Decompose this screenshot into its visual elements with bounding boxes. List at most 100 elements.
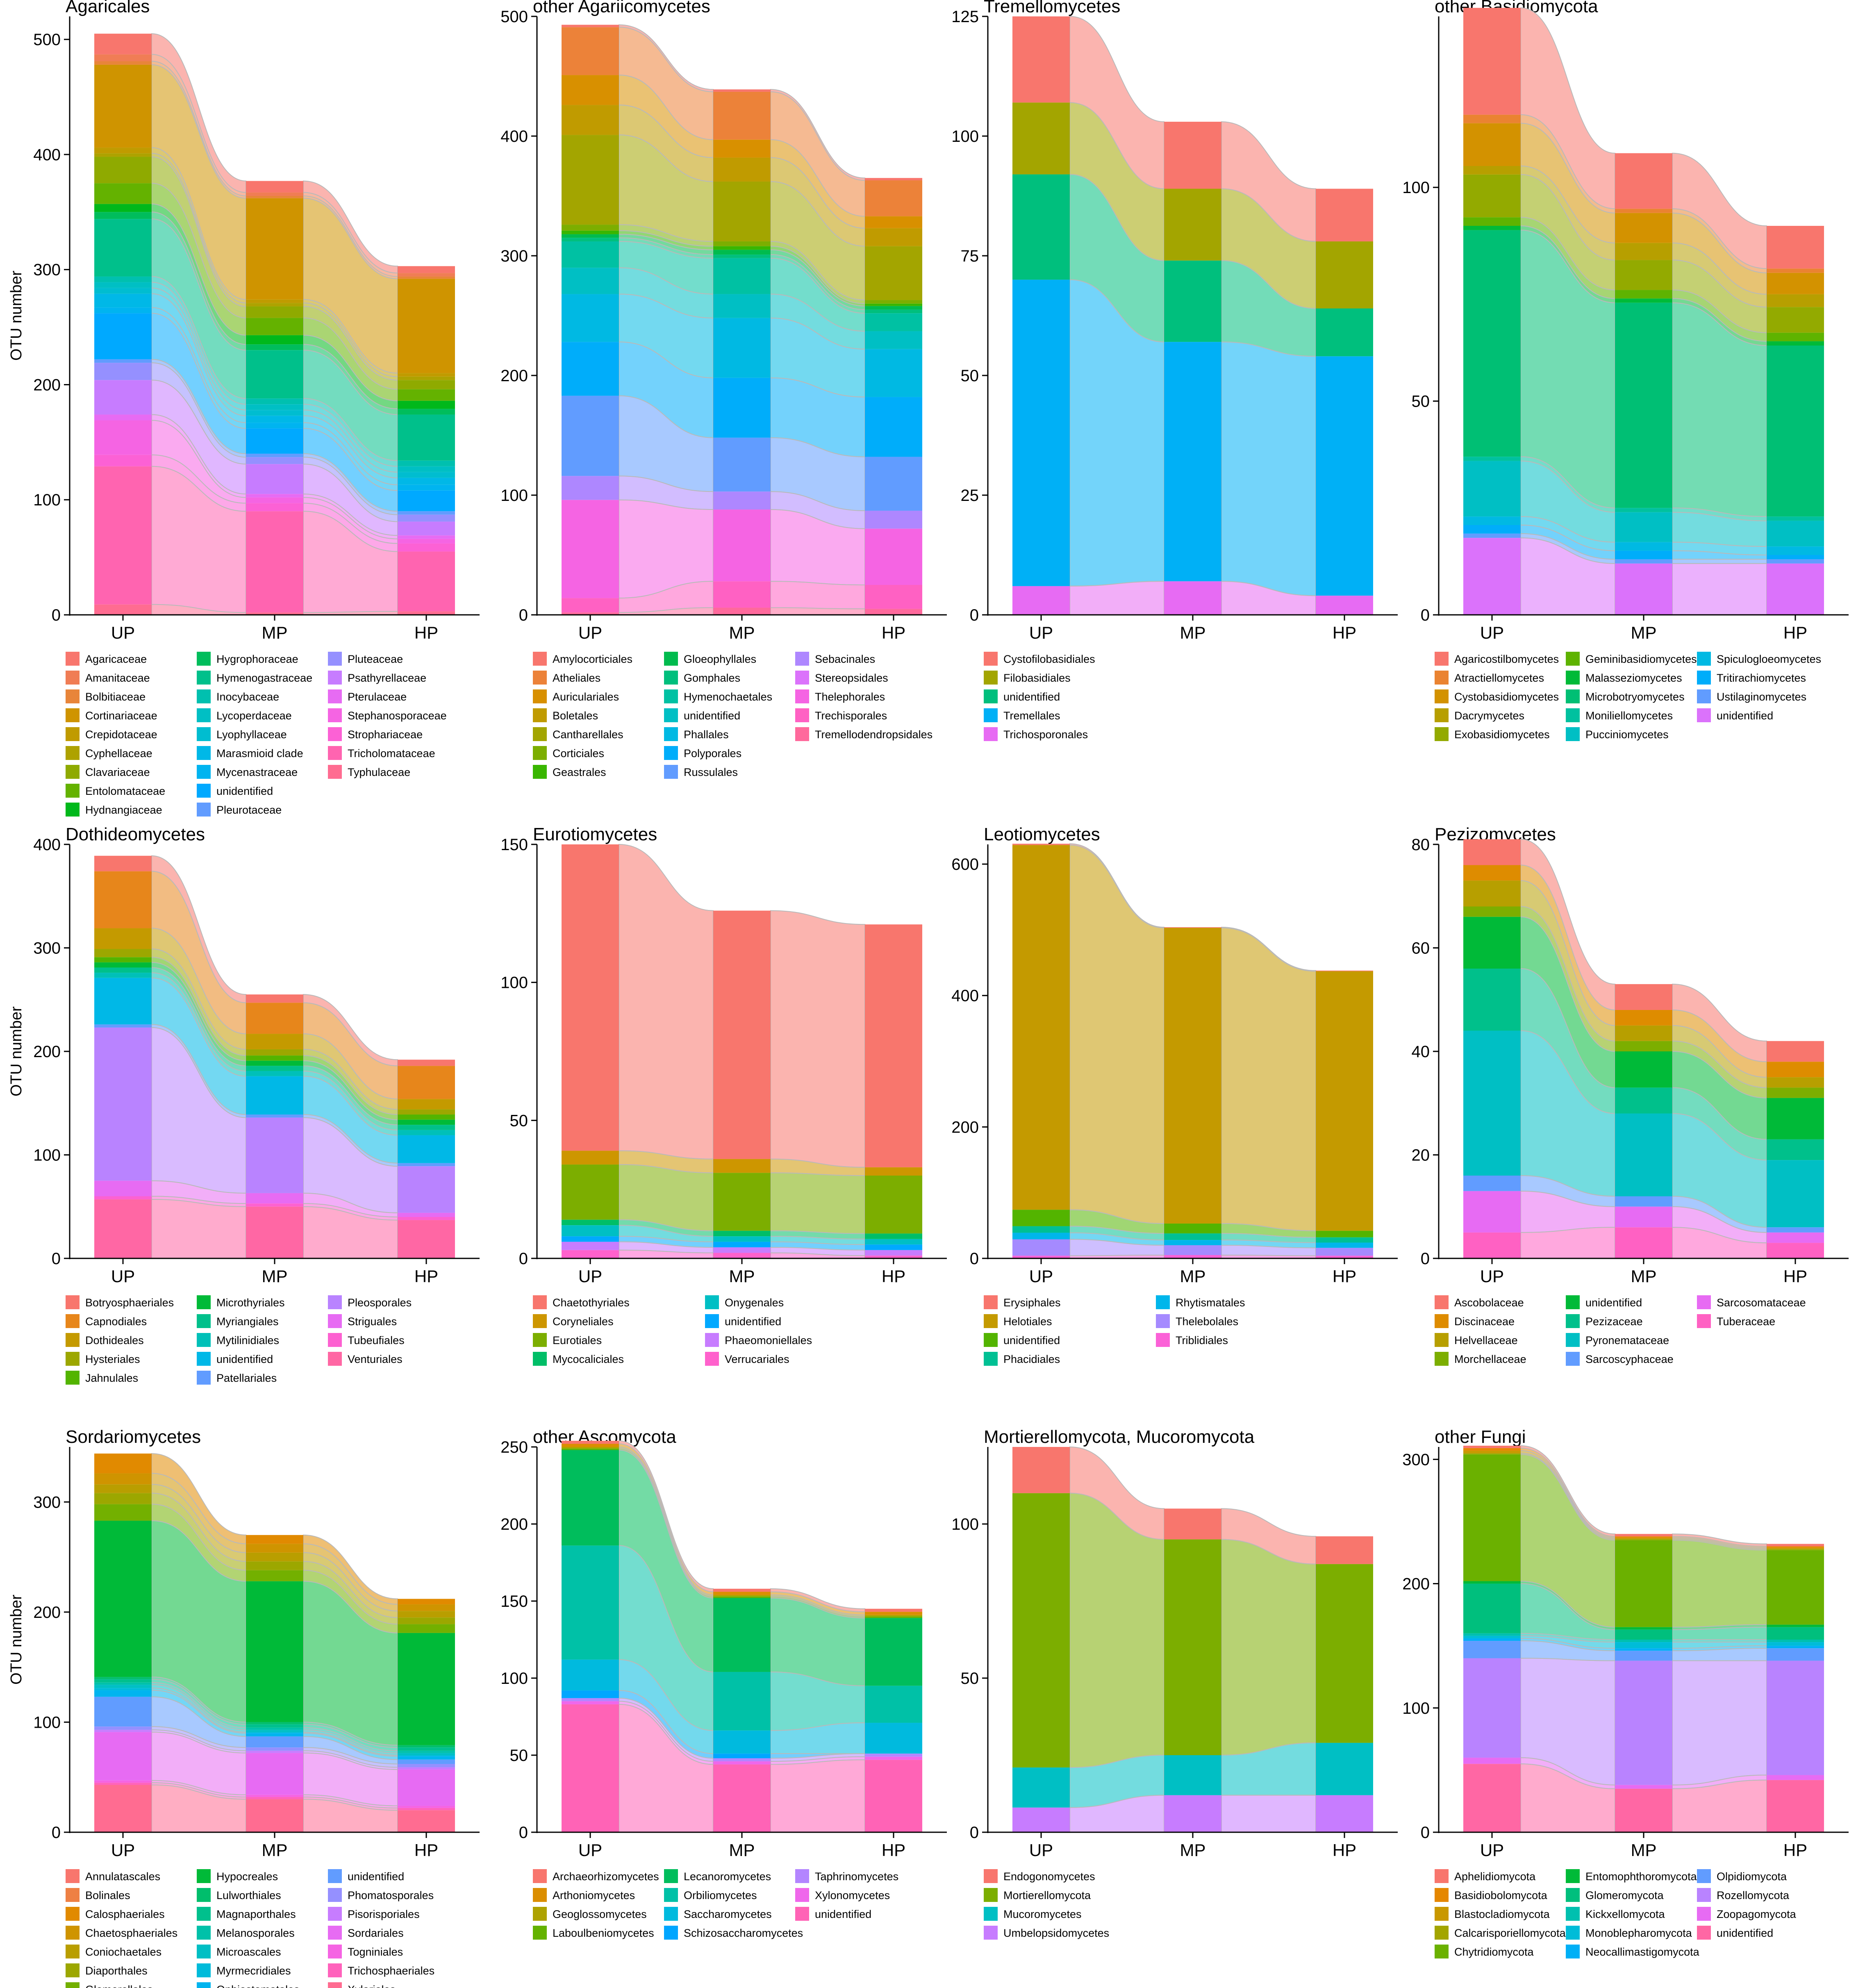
bar-segment-coniochaetales-up bbox=[94, 1484, 152, 1493]
legend-label: Malasseziomycetes bbox=[1585, 672, 1682, 684]
bar-segment-hygrophoraceae-mp bbox=[246, 344, 303, 350]
legend-label: Taphrinomycetes bbox=[815, 1870, 898, 1883]
bar-segment-unidentified-hp bbox=[1767, 1780, 1824, 1832]
legend-label: Blastocladiomycota bbox=[1454, 1908, 1550, 1920]
legend-swatch bbox=[66, 1333, 80, 1347]
legend-label: Olpidiomycota bbox=[1717, 1870, 1787, 1883]
bar-segment-unidentified-hp bbox=[865, 331, 922, 349]
bar-segment-chytridiomycota-hp bbox=[1767, 1550, 1824, 1625]
bar-segment-microbotryomycetes-up bbox=[1463, 230, 1521, 457]
legend-label: Pezizaceae bbox=[1585, 1315, 1643, 1328]
legend-label: Zoopagomycota bbox=[1717, 1908, 1797, 1920]
bar-segment-calosphaeriales-mp bbox=[246, 1535, 303, 1544]
legend-swatch bbox=[1697, 1926, 1711, 1940]
chart-other-fungi: other Fungi 0 100 200 300 UP MP HP Aphelidiomyco… bbox=[1402, 1427, 1849, 1958]
x-tick-label-mp: MP bbox=[1180, 1267, 1206, 1286]
legend-item-mortierellomycota: Mortierellomycota bbox=[984, 1888, 1091, 1902]
flow-chytridiomycota bbox=[1672, 1540, 1767, 1628]
legend-label: Crepidotaceae bbox=[85, 728, 157, 741]
bar-segment-phallales-hp bbox=[865, 349, 922, 397]
bar-segment-malasseziomycetes-hp bbox=[1767, 341, 1824, 346]
legend-item-inocybaceae: Inocybaceae bbox=[197, 689, 279, 703]
bar-segment-rozellomycota-hp bbox=[1767, 1660, 1824, 1775]
legend-label: Corticiales bbox=[553, 747, 604, 760]
legend-item-umbelopsidomycetes: Umbelopsidomycetes bbox=[984, 1926, 1109, 1940]
bar-segment-verrucariales-hp bbox=[865, 1256, 922, 1258]
bar-segment-entomophthoromycota-up bbox=[1463, 1581, 1521, 1584]
flow-unidentified bbox=[770, 1759, 865, 1833]
bar-segment-microbotryomycetes-hp bbox=[1767, 346, 1824, 517]
bar-segment-microascales-up bbox=[94, 1685, 152, 1688]
bar-segment-phacidiales-up bbox=[1012, 1226, 1070, 1233]
bar-segment-morchellaceae-mp bbox=[1615, 1041, 1672, 1051]
bar-segment-russulales-mp bbox=[713, 437, 771, 492]
bar-segment-marasmioid-clade-mp bbox=[246, 416, 303, 423]
legend-label: Saccharomycetes bbox=[684, 1908, 772, 1920]
legend-label: Gloeophyllales bbox=[684, 653, 756, 665]
bar-segment-unidentified-mp bbox=[246, 1736, 303, 1748]
legend-swatch bbox=[328, 765, 342, 779]
legend-label: Neocallimastigomycota bbox=[1585, 1946, 1700, 1958]
bar-segment-morchellaceae-up bbox=[1463, 906, 1521, 917]
legend-swatch bbox=[664, 765, 678, 779]
legend-item-microbotryomycetes: Microbotryomycetes bbox=[1566, 689, 1685, 703]
legend-item-cortinariaceae: Cortinariaceae bbox=[66, 708, 157, 722]
stacked-bars bbox=[1012, 1447, 1373, 1832]
legend-swatch bbox=[533, 671, 547, 685]
legend-label: Atractiellomycetes bbox=[1454, 672, 1544, 684]
bar-segment-trichosporonales-mp bbox=[1164, 581, 1221, 615]
legend-swatch bbox=[1697, 1314, 1711, 1328]
bar-segment-neocallimastigomycota-mp bbox=[1615, 1648, 1672, 1651]
legend: Ascobolaceae Discinaceae Helvellaceae Morch… bbox=[1435, 1295, 1806, 1366]
bar-segment-unidentified-up bbox=[562, 1236, 619, 1242]
legend-item-mytilinidiales: Mytilinidiales bbox=[197, 1333, 279, 1347]
bar-segment-tubeufiales-hp bbox=[398, 1217, 455, 1220]
legend-swatch bbox=[1435, 1869, 1449, 1883]
legend-item-calosphaeriales: Calosphaeriales bbox=[66, 1907, 165, 1921]
legend-swatch bbox=[664, 1907, 678, 1921]
legend-item-togniniales: Togniniales bbox=[328, 1945, 403, 1958]
bar-segment-gomphales-up bbox=[562, 238, 619, 241]
x-tick-label-mp: MP bbox=[262, 1840, 288, 1860]
bar-segment-atheliales-up bbox=[562, 27, 619, 75]
legend-label: Thelephorales bbox=[815, 691, 885, 703]
legend-item-striguales: Striguales bbox=[328, 1314, 397, 1328]
y-axis-label: OTU number bbox=[8, 1006, 25, 1096]
legend-swatch bbox=[197, 652, 211, 666]
bar-segment-strophariaceae-up bbox=[94, 455, 152, 466]
bar-segment-coryneliales-mp bbox=[713, 1159, 771, 1173]
legend-label: unidentified bbox=[216, 785, 273, 797]
bar-segment-hymenogastraceae-hp bbox=[398, 414, 455, 461]
legend-swatch bbox=[66, 1926, 80, 1940]
legend-item-phacidiales: Phacidiales bbox=[984, 1352, 1060, 1366]
bar-segment-schizosaccharomycetes-up bbox=[562, 1690, 619, 1698]
legend-swatch bbox=[66, 1963, 80, 1977]
legend-swatch bbox=[795, 1888, 809, 1902]
bar-segment-thelebolales-up bbox=[1012, 1239, 1070, 1256]
x-tick-label-up: UP bbox=[1029, 623, 1053, 642]
legend-swatch bbox=[197, 1963, 211, 1977]
legend-item-trichosporonales: Trichosporonales bbox=[984, 727, 1088, 741]
y-tick-label: 200 bbox=[33, 376, 61, 394]
legend-item-arthoniomycetes: Arthoniomycetes bbox=[533, 1888, 635, 1902]
legend-swatch bbox=[66, 1945, 80, 1958]
x-tick-label-mp: MP bbox=[1180, 1840, 1206, 1860]
legend-item-bolinales: Bolinales bbox=[66, 1888, 130, 1902]
legend-item-lecanoromycetes: Lecanoromycetes bbox=[664, 1869, 771, 1883]
legend-label: Bolbitiaceae bbox=[85, 691, 146, 703]
legend-item-pyronemataceae: Pyronemataceae bbox=[1566, 1333, 1669, 1347]
x-tick-label-up: UP bbox=[578, 1840, 602, 1860]
legend-label: Lecanoromycetes bbox=[684, 1870, 771, 1883]
bar-segment-discinaceae-up bbox=[1463, 865, 1521, 881]
legend-label: unidentified bbox=[1003, 691, 1060, 703]
legend-swatch bbox=[533, 746, 547, 760]
legend-swatch bbox=[197, 765, 211, 779]
legend-item-ascobolaceae: Ascobolaceae bbox=[1435, 1295, 1524, 1309]
legend-item-unidentified: unidentified bbox=[328, 1869, 404, 1883]
legend-swatch bbox=[328, 652, 342, 666]
legend-swatch bbox=[533, 1352, 547, 1366]
legend-swatch bbox=[1566, 1314, 1580, 1328]
bar-segment-agaricostilbomycetes-up bbox=[1463, 8, 1521, 115]
legend-label: Glomerellales bbox=[85, 1983, 153, 1988]
bar-segment-blastocladiomycota-up bbox=[1463, 1451, 1521, 1453]
